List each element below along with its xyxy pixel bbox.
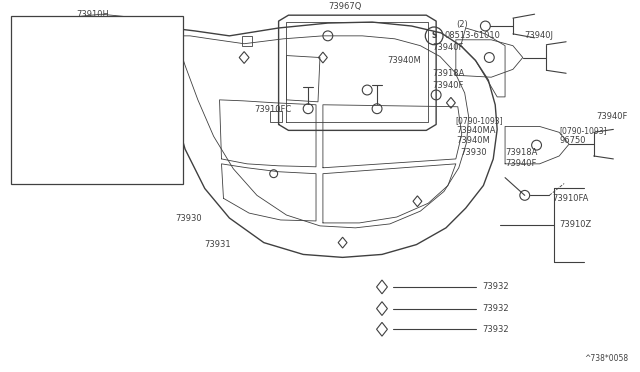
Text: F/USA [0790-0193]: F/USA [0790-0193] (13, 171, 85, 180)
Text: ^738*0058: ^738*0058 (584, 354, 628, 363)
Text: 73940F: 73940F (432, 81, 463, 90)
Text: 73918A: 73918A (505, 148, 538, 157)
Text: 73910FC: 73910FC (254, 105, 291, 114)
Bar (121, 51, 131, 61)
Text: 73930: 73930 (175, 214, 202, 222)
Text: 73910FA: 73910FA (552, 194, 589, 203)
Text: (2): (2) (456, 20, 468, 29)
Text: 73940M: 73940M (456, 136, 490, 145)
Bar (11, 16, 183, 183)
Text: 73910Z: 73910Z (559, 220, 591, 230)
Text: 73940F: 73940F (596, 112, 628, 121)
Text: [0790-1093]: [0790-1093] (456, 116, 504, 125)
Text: S: S (431, 31, 437, 40)
Text: 73930: 73930 (461, 148, 488, 157)
Text: 73940MA: 73940MA (456, 126, 495, 135)
Text: 08513-61010: 08513-61010 (444, 31, 500, 40)
Text: 73940J: 73940J (525, 31, 554, 40)
Text: 73910H: 73910H (77, 10, 109, 19)
Text: [0790-1093]: [0790-1093] (559, 126, 607, 135)
Text: 73932: 73932 (483, 304, 509, 313)
Text: 96750: 96750 (559, 136, 586, 145)
Text: 73940F: 73940F (505, 159, 536, 169)
Text: 73940F: 73940F (432, 43, 463, 52)
Text: 73918A: 73918A (432, 69, 465, 78)
Text: 73940M: 73940M (387, 56, 420, 65)
Polygon shape (28, 14, 172, 161)
Text: 73931: 73931 (205, 240, 232, 249)
Text: 73932: 73932 (483, 282, 509, 291)
Bar (269, 111, 282, 122)
Text: 73967Q: 73967Q (328, 2, 361, 11)
Bar (242, 36, 252, 46)
Text: 73932: 73932 (483, 325, 509, 334)
